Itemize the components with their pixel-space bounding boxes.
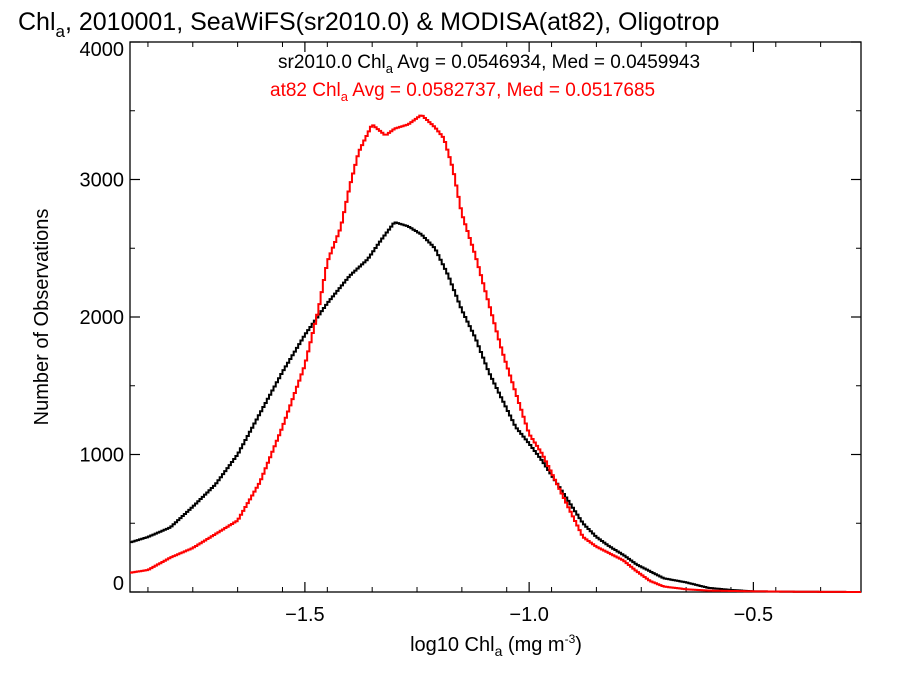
x-axis-label: log10 Chla (mg m-3) — [410, 632, 582, 659]
annotation-sr2010-subscript: a — [386, 61, 394, 76]
y-tick-label: 1000 — [80, 445, 125, 467]
x-tick-label: −0.5 — [734, 604, 773, 626]
plot-frame — [129, 41, 862, 593]
x-axis-label-end: ) — [575, 634, 582, 656]
chart-title: Chla, 2010001, SeaWiFS(sr2010.0) & MODIS… — [18, 8, 719, 41]
x-tick-label: −1.5 — [285, 604, 324, 626]
y-tick-label: 4000 — [80, 39, 125, 61]
series-layer — [130, 114, 861, 593]
x-axis-label-superscript: -3 — [565, 632, 576, 646]
y-axis-label: Number of Observations — [31, 209, 53, 426]
y-tick-label: 0 — [113, 573, 124, 595]
y-axis-ticks: 0 1000 2000 3000 4000 — [80, 39, 861, 595]
annotation-sr2010-prefix: sr2010.0 Chl — [278, 52, 386, 73]
annotation-at82-subscript: a — [341, 89, 349, 104]
series-line-sr2010 — [130, 221, 861, 593]
annotation-at82: at82 Chla Avg = 0.0582737, Med = 0.05176… — [270, 80, 655, 104]
annotation-sr2010-rest: Avg = 0.0546934, Med = 0.0459943 — [393, 52, 700, 73]
x-axis-ticks: −1.5 −1.0 −0.5 — [147, 42, 822, 626]
x-tick-label: −1.0 — [509, 604, 548, 626]
y-tick-label: 2000 — [80, 307, 125, 329]
x-axis-label-prefix: log10 Chl — [410, 634, 495, 656]
chart-title-subscript: a — [56, 22, 66, 41]
y-tick-label: 3000 — [80, 170, 125, 192]
annotation-at82-rest: Avg = 0.0582737, Med = 0.0517685 — [348, 80, 655, 101]
annotation-sr2010: sr2010.0 Chla Avg = 0.0546934, Med = 0.0… — [278, 52, 700, 76]
series-line-at82 — [130, 114, 861, 593]
x-axis-label-mid: (mg m — [502, 634, 564, 656]
chart-title-rest: , 2010001, SeaWiFS(sr2010.0) & MODISA(at… — [65, 8, 719, 36]
annotation-at82-prefix: at82 Chl — [270, 80, 341, 101]
chart-title-prefix: Chl — [18, 8, 56, 36]
x-axis-label-subscript: a — [495, 643, 503, 659]
